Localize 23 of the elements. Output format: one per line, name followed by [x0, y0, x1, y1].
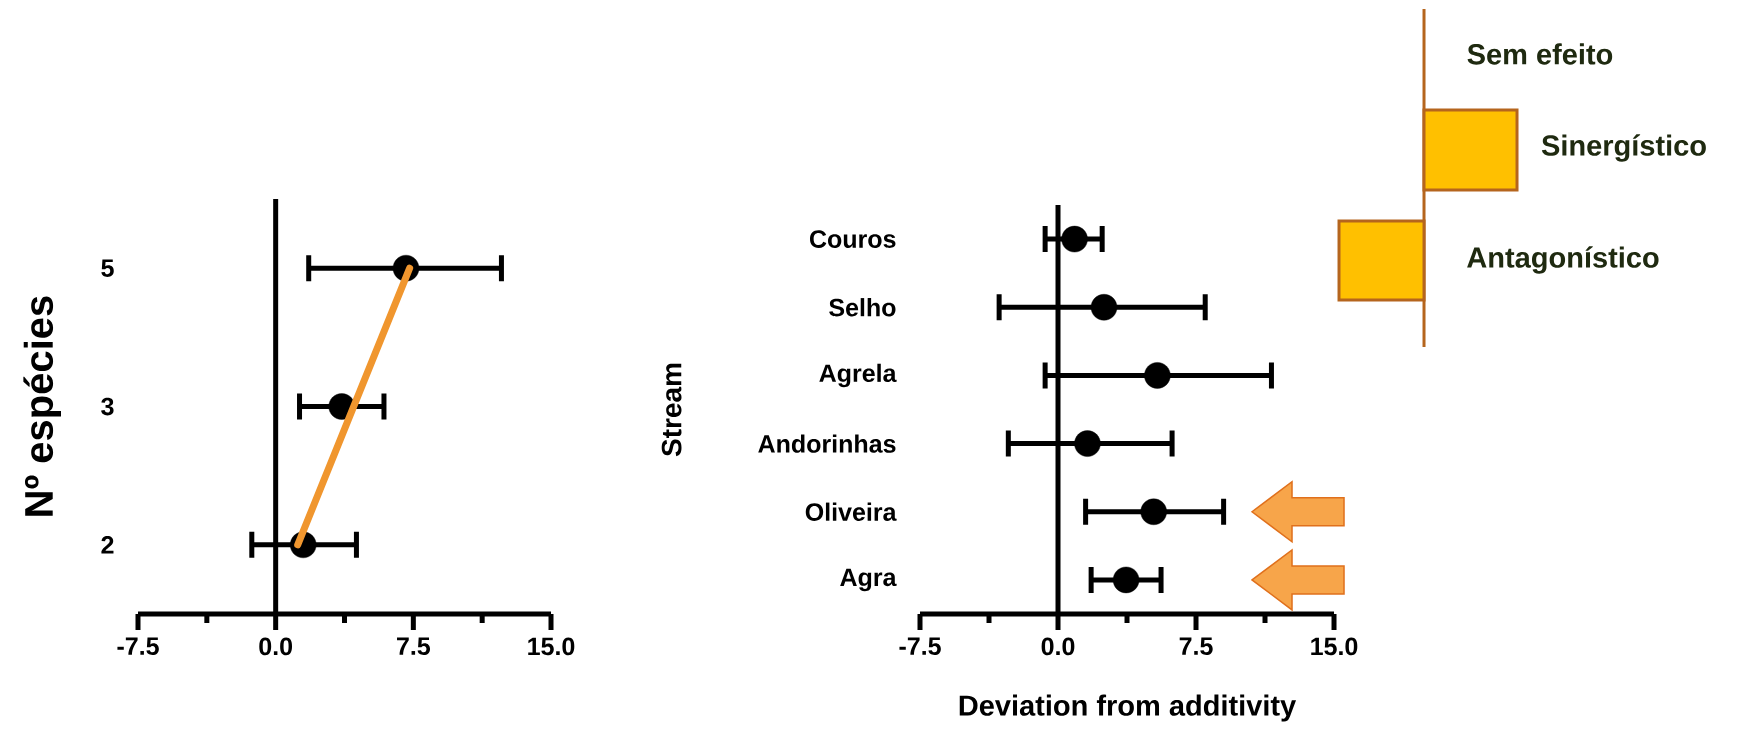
y-tick-label: Andorinhas [758, 434, 896, 453]
y-tick-label: Oliveira [805, 502, 897, 521]
x-tick-label: 0.0 [1041, 637, 1075, 656]
text: Antagonístico [1467, 246, 1659, 274]
y-axis-title: Nº espécies [23, 296, 61, 516]
x-tick-label: -7.5 [899, 637, 941, 655]
y-tick-label: 3 [101, 397, 114, 416]
y-tick-label: Agra [840, 568, 897, 592]
x-tick-label: 7.5 [397, 637, 431, 655]
text: Sem efeito [1467, 43, 1613, 65]
y-axis-title: Stream [661, 363, 682, 457]
y-tick-label: Couros [809, 230, 896, 248]
x-axis-title: Deviation from additivity [959, 694, 1297, 722]
y-tick-label: 5 [101, 259, 114, 277]
x-tick-label: -7.5 [117, 637, 159, 655]
x-tick-label: 15.0 [1311, 637, 1358, 656]
x-tick-label: 0.0 [259, 637, 293, 656]
x-tick-label: 15.0 [528, 637, 575, 656]
y-tick-label: 2 [101, 536, 114, 554]
x-tick-label: 7.5 [1179, 637, 1213, 655]
text: Sinergístico [1541, 134, 1706, 162]
y-tick-label: Selho [829, 298, 896, 317]
y-tick-label: Agrela [819, 363, 897, 388]
